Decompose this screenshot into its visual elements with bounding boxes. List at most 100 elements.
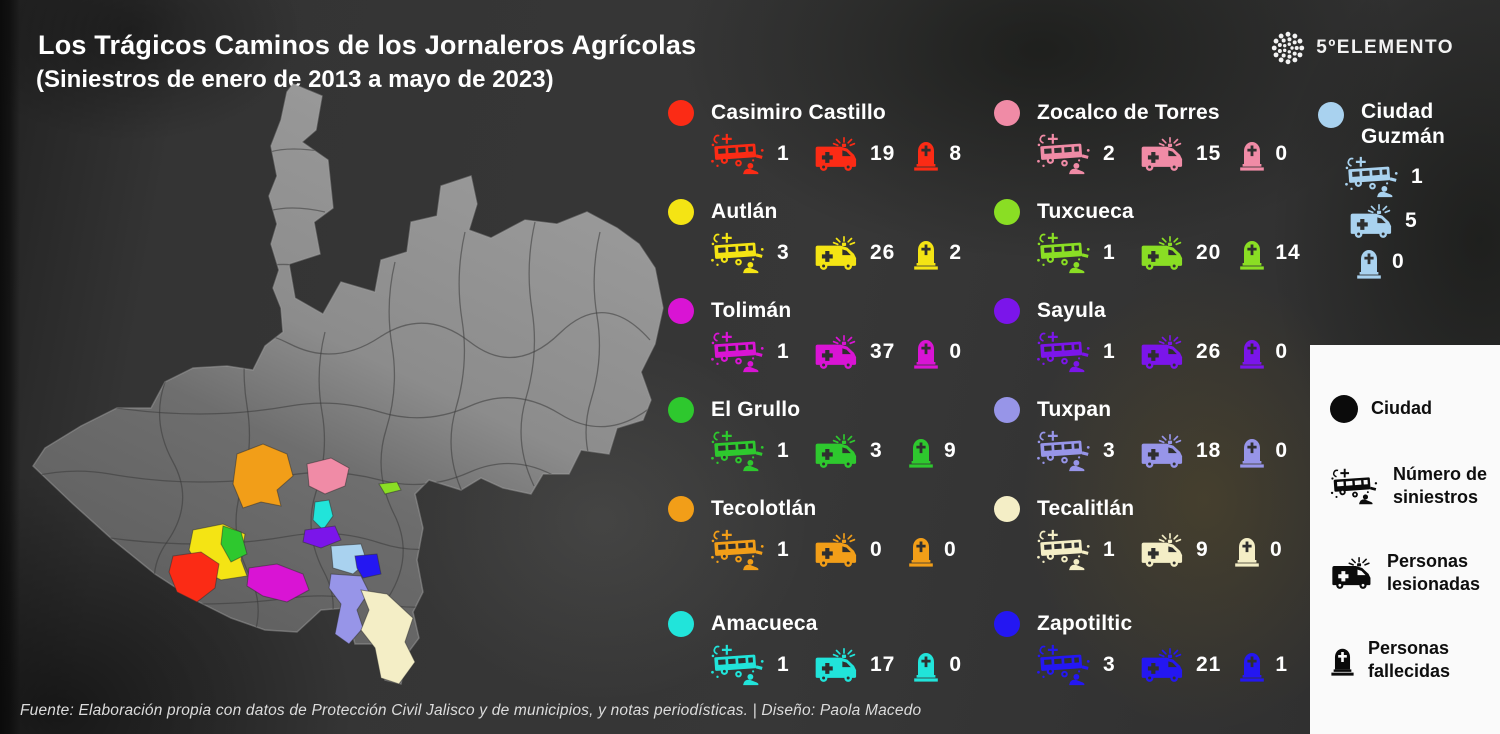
lesionados-count: 26 (870, 241, 896, 264)
municipality-entry: Autlán 3 26 2 (668, 199, 988, 298)
lesionados-count: 21 (1196, 653, 1222, 676)
key-item-fallecidas: Personas fallecidas (1330, 637, 1490, 684)
municipality-name: Tolimán (711, 298, 792, 322)
municipality-entry: Zapotiltic 3 21 1 (994, 611, 1314, 710)
municipality-entry: Casimiro Castillo 1 19 8 (668, 100, 988, 199)
siniestros-count: 1 (777, 538, 790, 561)
city-dot-icon (668, 100, 694, 126)
municipality-entry: Tuxcueca 1 20 14 (994, 199, 1314, 298)
municipality-name: Casimiro Castillo (711, 100, 886, 124)
fallecidos-count: 0 (949, 653, 963, 676)
municipality-name: Ciudad Guzmán (1361, 100, 1446, 148)
key-item-ciudad: Ciudad (1330, 395, 1490, 423)
city-dot-icon (994, 298, 1020, 324)
map-region-tuxcueca (378, 481, 402, 495)
logo: 5ºELEMENTO (1270, 30, 1454, 66)
key-item-siniestros: Número de siniestros (1330, 463, 1490, 510)
legend-column-2: Zocalco de Torres 2 15 0 Tuxcueca 1 20 1… (994, 100, 1314, 710)
fallecidos-count: 14 (1275, 241, 1301, 264)
municipality-name: Tecolotlán (711, 496, 817, 520)
siniestros-count: 2 (1103, 142, 1116, 165)
map-key-panel: Ciudad Número de siniestros Personas les… (1310, 345, 1500, 734)
ambulance-icon (813, 533, 860, 568)
map-region-tecalitlan (360, 589, 416, 685)
tombstone-icon (1239, 137, 1265, 171)
map-region-sayula (302, 525, 342, 549)
tombstone-icon (1234, 533, 1260, 567)
map-region-tuxpan (328, 573, 370, 645)
crashed-truck-icon (710, 644, 767, 686)
lesionados-count: 9 (1196, 538, 1209, 561)
ambulance-icon (813, 236, 860, 271)
fallecidos-count: 1 (1275, 653, 1289, 676)
siniestros-count: 3 (1103, 653, 1116, 676)
legend-column-3: Ciudad Guzmán 1 5 0 (1318, 100, 1496, 285)
ambulance-icon (1139, 533, 1186, 568)
siniestros-count: 1 (1103, 538, 1116, 561)
municipality-entry: Tecolotlán 1 0 0 (668, 496, 988, 595)
tombstone-icon (908, 434, 934, 468)
jalisco-map (25, 82, 673, 710)
tombstone-icon (1239, 335, 1265, 369)
city-dot-icon (994, 397, 1020, 423)
municipality-name: Tuxpan (1037, 397, 1112, 421)
ambulance-icon (813, 648, 860, 683)
key-label: Personas lesionadas (1387, 550, 1481, 595)
crashed-truck-icon (710, 529, 767, 571)
city-dot-icon (668, 496, 694, 522)
fallecidos-count: 0 (1275, 142, 1289, 165)
ambulance-icon (1139, 137, 1186, 172)
ambulance-icon (813, 137, 860, 172)
lesionados-count: 0 (870, 538, 883, 561)
municipality-entry: Sayula 1 26 0 (994, 298, 1314, 397)
municipality-name: Amacueca (711, 611, 818, 635)
siniestros-count: 1 (1103, 241, 1116, 264)
municipality-name: Tuxcueca (1037, 199, 1134, 223)
city-dot-icon (668, 298, 694, 324)
tombstone-icon (1330, 644, 1355, 676)
fallecidos-count: 0 (1270, 538, 1283, 561)
lesionados-count: 26 (1196, 340, 1222, 363)
municipality-entry: Zocalco de Torres 2 15 0 (994, 100, 1314, 199)
fallecidos-count: 0 (944, 538, 957, 561)
map-region-zocalco-de-torres (306, 457, 350, 495)
crashed-truck-icon (1344, 156, 1401, 198)
key-item-lesionadas: Personas lesionadas (1330, 550, 1490, 597)
ambulance-icon (1139, 236, 1186, 271)
tombstone-icon (908, 533, 934, 567)
lesionados-count: 18 (1196, 439, 1222, 462)
map-region-tecolotlan (232, 443, 294, 509)
lesionados-count: 5 (1405, 209, 1418, 233)
crashed-truck-icon (710, 430, 767, 472)
lesionados-count: 3 (870, 439, 883, 462)
municipality-entry: Amacueca 1 17 0 (668, 611, 988, 710)
key-label: Personas fallecidas (1368, 637, 1451, 681)
city-dot-icon (668, 611, 694, 637)
crashed-truck-icon (710, 133, 767, 175)
municipality-entry: Tuxpan 3 18 0 (994, 397, 1314, 496)
lesionados-count: 17 (870, 653, 896, 676)
crashed-truck-icon (1036, 331, 1093, 373)
crashed-truck-icon (1036, 529, 1093, 571)
city-dot-icon (994, 611, 1020, 637)
map-region-amacueca (312, 499, 334, 531)
fallecidos-count: 0 (949, 340, 963, 363)
city-dot-icon (994, 496, 1020, 522)
legend-column-1: Casimiro Castillo 1 19 8 Autlán 3 26 2 T… (668, 100, 988, 710)
municipality-name: Autlán (711, 199, 778, 223)
lesionados-count: 15 (1196, 142, 1222, 165)
fallecidos-count: 9 (944, 439, 957, 462)
tombstone-icon (1239, 648, 1265, 682)
crashed-truck-icon (710, 232, 767, 274)
map-region-el-grullo (220, 525, 248, 563)
municipality-name: El Grullo (711, 397, 801, 421)
siniestros-count: 1 (1411, 164, 1424, 188)
tombstone-icon (913, 648, 939, 682)
city-dot-icon (994, 199, 1020, 225)
siniestros-count: 1 (777, 439, 790, 462)
lesionados-count: 19 (870, 142, 896, 165)
tombstone-icon (1356, 245, 1382, 279)
siniestros-count: 1 (777, 340, 790, 363)
crashed-truck-icon (1036, 430, 1093, 472)
municipality-entry: Ciudad Guzmán 1 5 0 (1318, 100, 1496, 279)
